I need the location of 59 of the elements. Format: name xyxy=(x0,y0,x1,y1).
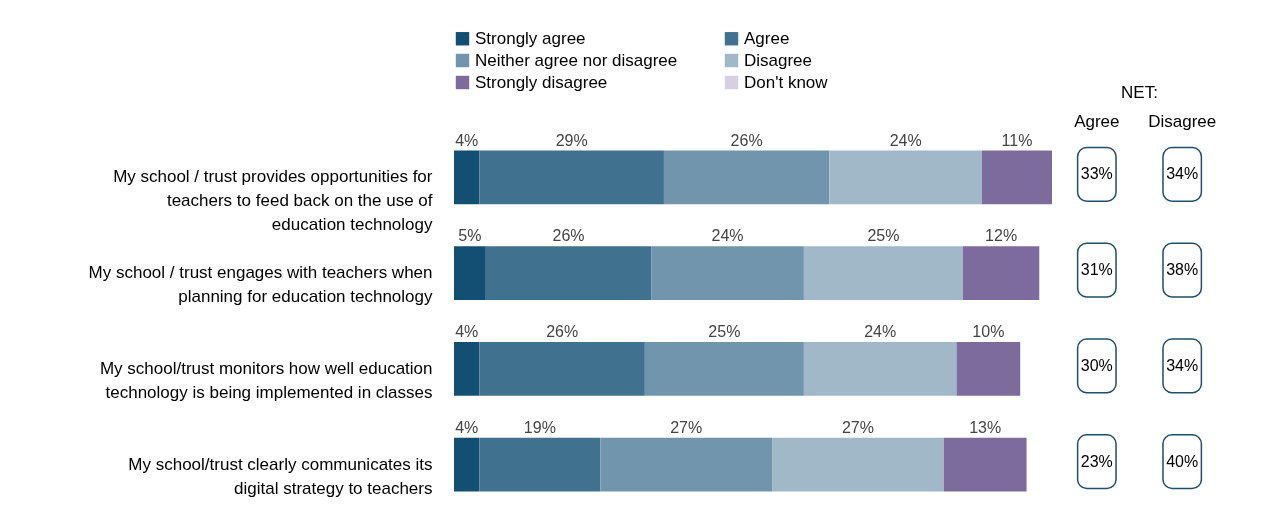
data-label: 24% xyxy=(864,323,897,341)
data-label: 19% xyxy=(523,418,556,436)
legend-label: Don't know xyxy=(744,72,829,92)
data-label: 34% xyxy=(1166,356,1199,374)
legend-label: Agree xyxy=(744,28,790,48)
data-label: 24% xyxy=(711,227,744,245)
data-label: 24% xyxy=(889,131,922,149)
legend-label: Strongly disagree xyxy=(475,72,608,92)
bar xyxy=(454,246,486,300)
data-label: 38% xyxy=(1166,261,1199,279)
y-tick-label: My school/trust clearly communicates its digital strategy to teachers xyxy=(128,454,433,498)
bar xyxy=(454,342,480,396)
legend-label: Neither agree nor disagree xyxy=(475,50,678,70)
bar xyxy=(956,342,1021,396)
data-label: 34% xyxy=(1166,165,1199,183)
data-label: 10% xyxy=(972,323,1005,341)
bar xyxy=(829,150,983,205)
chart-title: NET: xyxy=(1121,83,1158,102)
y-tick-label: My school / trust engages with teachers when planning for education technology xyxy=(88,263,433,307)
data-label: 26% xyxy=(546,323,579,341)
bar xyxy=(454,150,480,205)
legend-label: Disagree xyxy=(744,50,813,70)
bar xyxy=(803,342,957,396)
bar xyxy=(772,437,944,492)
bar xyxy=(479,342,645,396)
bar xyxy=(644,342,804,396)
bar xyxy=(600,437,773,492)
data-label: 30% xyxy=(1080,356,1113,374)
bar xyxy=(454,437,480,492)
data-label: 23% xyxy=(1080,452,1113,470)
y-tick-label: My school / trust provides opportunities for teachers to feed back on the use of education technology xyxy=(113,167,433,235)
bar xyxy=(479,437,601,492)
data-label: 12% xyxy=(985,227,1018,245)
data-label: 4% xyxy=(455,131,479,149)
bar xyxy=(485,246,652,300)
data-label: 27% xyxy=(670,418,703,436)
data-label: 26% xyxy=(730,131,763,149)
legend-label: Strongly agree xyxy=(475,28,586,48)
data-label: 25% xyxy=(867,227,900,245)
data-label: 11% xyxy=(1001,131,1033,149)
data-label: 31% xyxy=(1080,261,1113,279)
bar xyxy=(962,246,1040,300)
bar xyxy=(943,437,1027,492)
y-tick-label: My school/trust monitors how well education technology is being implemented in classes xyxy=(99,358,433,402)
data-label: 5% xyxy=(458,227,482,245)
data-label: 40% xyxy=(1166,452,1199,470)
data-label: 4% xyxy=(455,323,479,341)
data-label: 13% xyxy=(969,418,1002,436)
data-label: 25% xyxy=(708,323,741,341)
data-label: 33% xyxy=(1080,165,1113,183)
data-label: 4% xyxy=(455,418,479,436)
data-label: 29% xyxy=(555,131,588,149)
bar xyxy=(982,150,1052,205)
data-label: 26% xyxy=(552,227,585,245)
data-label: 27% xyxy=(841,418,874,436)
bar xyxy=(803,246,963,300)
bar xyxy=(651,246,804,300)
bar xyxy=(663,150,830,205)
bar xyxy=(479,150,664,205)
